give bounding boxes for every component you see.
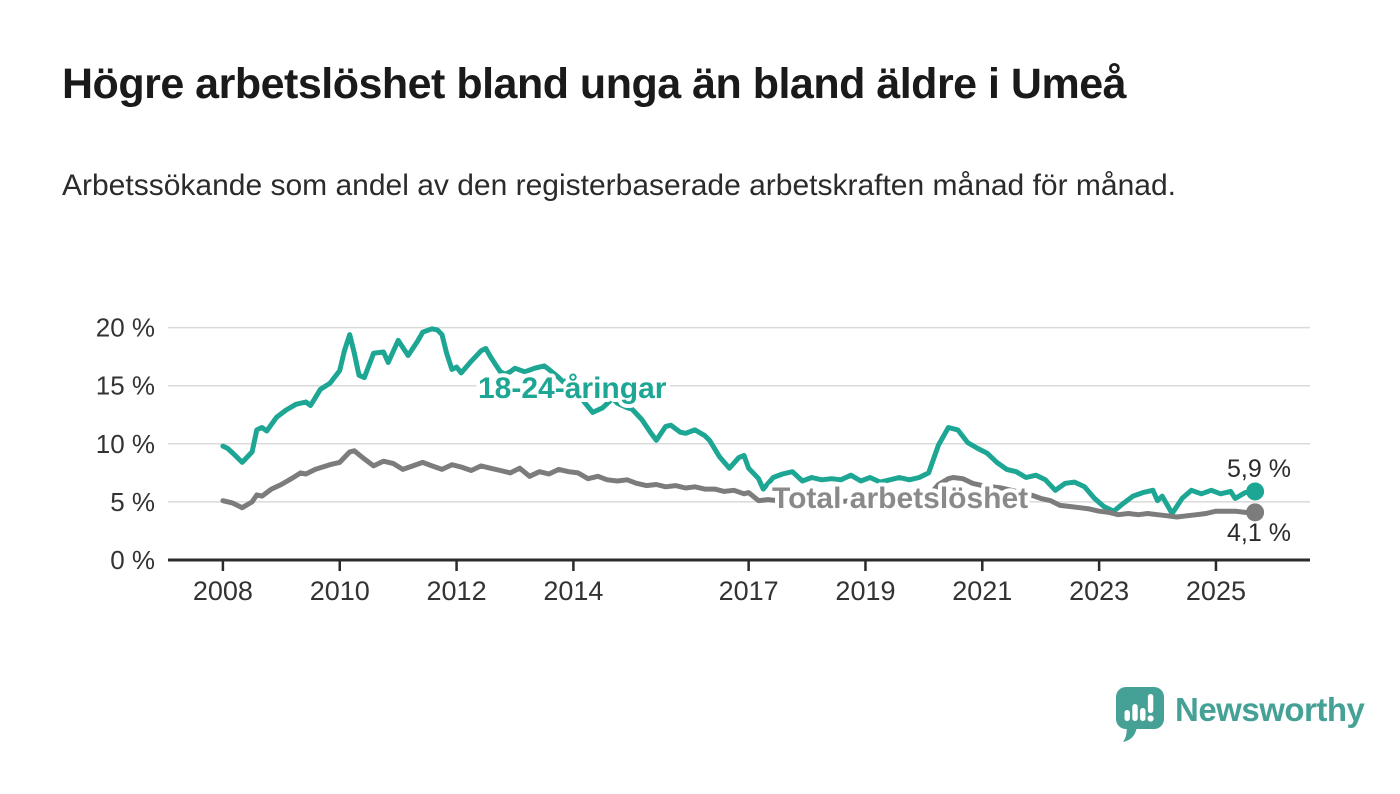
y-axis-tick-label: 0 % <box>110 545 155 575</box>
chart-subtitle: Arbetssökande som andel av den registerb… <box>62 169 1176 202</box>
y-axis-tick-label: 10 % <box>96 429 155 459</box>
series-label-total: Total arbetslöshet <box>772 482 1028 515</box>
line-chart: 0 % 5 % 10 % 15 % 20 % 2008 2010 2012 2014 2017 20… <box>96 313 1310 606</box>
x-axis-tick-label: 2014 <box>543 576 603 606</box>
x-axis-tick-label: 2025 <box>1186 576 1246 606</box>
y-axis-tick-label: 20 % <box>96 313 155 343</box>
end-value-label-total: 4,1 % <box>1227 519 1291 547</box>
newsworthy-brand: Newsworthy <box>1115 686 1365 742</box>
series-line-young <box>220 326 1258 516</box>
y-axis-tick-label: 5 % <box>110 487 155 517</box>
brand-name: Newsworthy <box>1175 691 1365 728</box>
newsworthy-logo-icon <box>1116 687 1164 742</box>
y-axis-tick-label: 15 % <box>96 371 155 401</box>
series-line-total <box>220 448 1258 520</box>
x-axis-tick-label: 2012 <box>427 576 487 606</box>
chart-title: Högre arbetslöshet bland unga än bland ä… <box>62 60 1127 108</box>
x-axis-tick-label: 2017 <box>719 576 779 606</box>
x-axis-tick-label: 2019 <box>835 576 895 606</box>
x-axis-tick-label: 2021 <box>952 576 1012 606</box>
x-axis-tick-label: 2008 <box>193 576 253 606</box>
series-end-dot-young <box>1246 482 1265 501</box>
series-end-dot-total <box>1246 503 1265 522</box>
end-value-label-young: 5,9 % <box>1227 455 1291 483</box>
x-axis-tick-label: 2010 <box>310 576 370 606</box>
series-label-young: 18-24-åringar <box>478 372 667 405</box>
x-axis-tick-label: 2023 <box>1069 576 1129 606</box>
